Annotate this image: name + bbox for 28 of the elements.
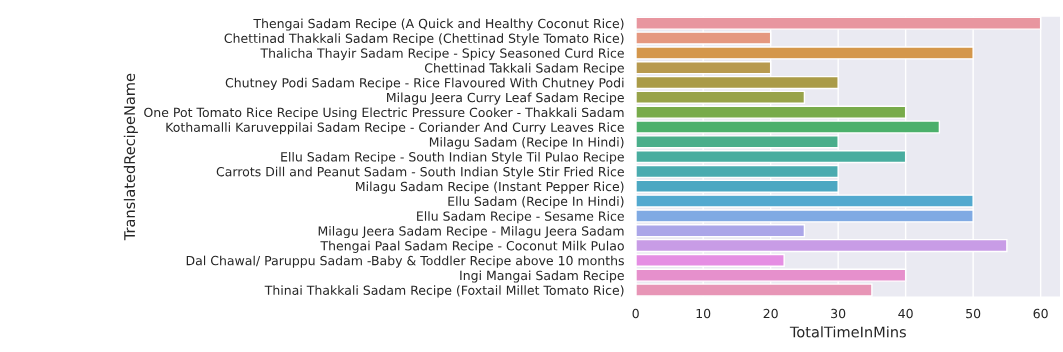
x-tick-label: 0 <box>632 308 639 319</box>
x-tick-label: 10 <box>696 308 711 319</box>
y-tick-label: Milagu Jeera Curry Leaf Sadam Recipe <box>387 92 624 105</box>
y-tick-label: Chettinad Takkali Sadam Recipe <box>424 62 624 76</box>
y-tick-label: Ingi Mangai Sadam Recipe <box>460 270 624 283</box>
y-tick-label: Milagu Sadam (Recipe In Hindi) <box>429 137 624 150</box>
y-tick-label: One Pot Tomato Rice Recipe Using Electric Pressure Cooker - Thakkali Sadam <box>144 107 624 120</box>
y-tick-label: Carrots Dill and Peanut Sadam - South Indian Style Stir Fried Rice <box>216 166 624 179</box>
x-tick-label: 20 <box>763 308 778 319</box>
y-tick-label: Ellu Sadam (Recipe In Hindi) <box>448 196 624 209</box>
x-tick-label: 50 <box>966 308 981 319</box>
y-tick-label: Milagu Jeera Sadam Recipe - Milagu Jeera Sadam <box>318 226 624 239</box>
x-tick-label: 30 <box>831 308 846 319</box>
y-tick-label: Milagu Sadam Recipe (Instant Pepper Rice) <box>356 181 624 194</box>
y-tick-label: Dal Chawal/ Paruppu Sadam -Baby & Toddler Recipe above 10 months <box>186 255 624 268</box>
y-tick-label: Chutney Podi Sadam Recipe - Rice Flavoured With Chutney Podi <box>225 77 624 90</box>
y-tick-label: Chettinad Thakkali Sadam Recipe (Chettinad Style Tomato Rice) <box>224 33 624 46</box>
y-tick-label: Ellu Sadam Recipe - South Indian Style Til Pulao Recipe <box>281 151 624 164</box>
y-axis-title: TranslatedRecipeName <box>123 73 138 241</box>
y-tick-label: Thengai Sadam Recipe (A Quick and Healthy Coconut Rice) <box>253 18 624 31</box>
x-tick-label: 60 <box>1033 308 1048 319</box>
x-tick-label: 40 <box>898 308 913 319</box>
y-tick-label: Thinai Thakkali Sadam Recipe (Foxtail Millet Tomato Rice) <box>264 285 624 298</box>
y-tick-label: Thengai Paal Sadam Recipe - Coconut Milk Pulao <box>320 240 624 253</box>
y-tick-label: Ellu Sadam Recipe - Sesame Rice <box>417 211 624 224</box>
y-tick-label: Kothamalli Karuveppilai Sadam Recipe - Coriander And Curry Leaves Rice <box>166 122 624 135</box>
x-axis-title: TotalTimeInMins <box>789 326 906 338</box>
y-tick-label: Thalicha Thayir Sadam Recipe - Spicy Seasoned Curd Rice <box>260 48 624 61</box>
